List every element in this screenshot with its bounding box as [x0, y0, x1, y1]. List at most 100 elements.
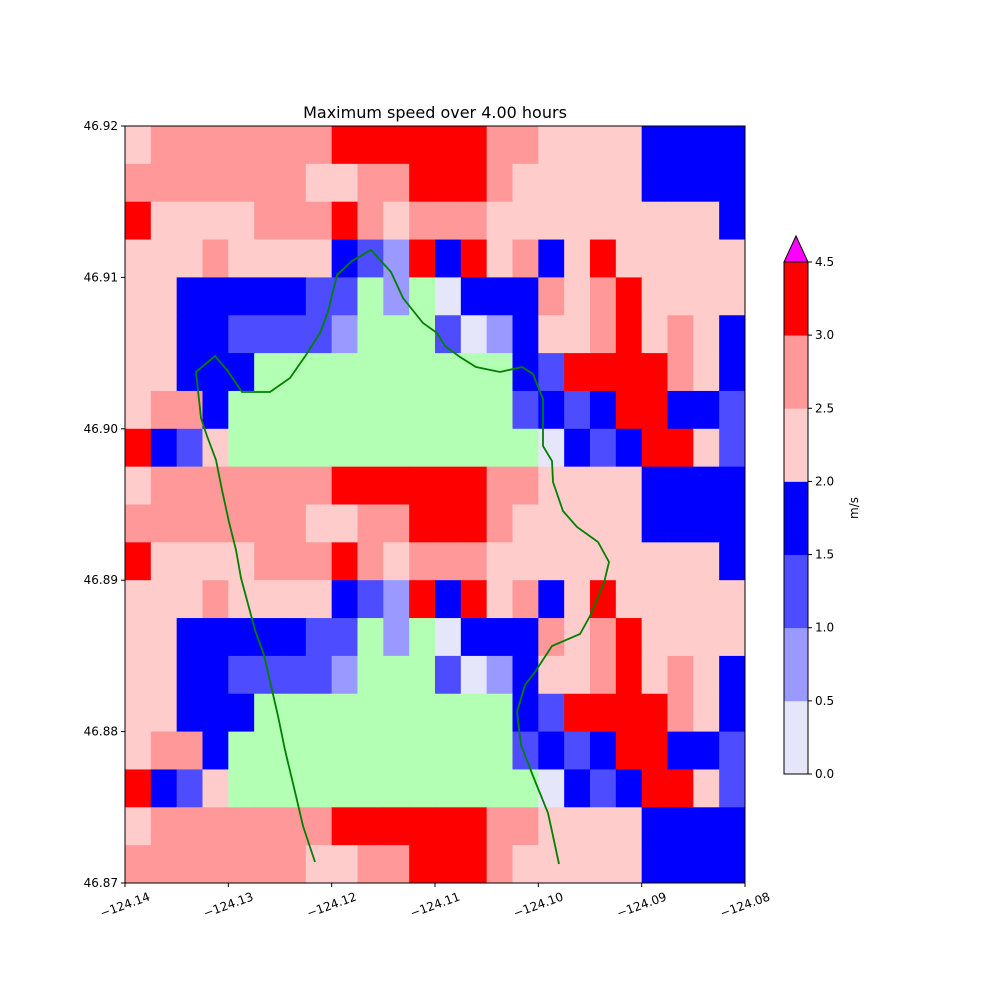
- heatmap-cell: [590, 466, 617, 505]
- heatmap-cell: [280, 390, 307, 430]
- heatmap-cell: [409, 390, 436, 430]
- heatmap-cell: [305, 504, 333, 543]
- heatmap-cell: [254, 428, 281, 468]
- heatmap-cell: [383, 201, 410, 241]
- heatmap-cell: [331, 428, 358, 468]
- heatmap-cell: [331, 315, 358, 354]
- colorbar-tick-label: 2.5: [815, 401, 834, 415]
- heatmap-cell: [512, 731, 539, 770]
- heatmap-cell: [693, 315, 720, 354]
- heatmap-cell: [409, 163, 436, 203]
- heatmap-cell: [590, 807, 617, 846]
- heatmap-cell: [641, 655, 668, 695]
- heatmap-cell: [331, 618, 358, 657]
- heatmap-cell: [615, 845, 643, 884]
- heatmap-cell: [667, 542, 694, 581]
- heatmap-cell: [125, 315, 152, 354]
- heatmap-cell: [150, 201, 178, 241]
- heatmap-cell: [615, 428, 643, 468]
- heatmap-cell: [435, 580, 462, 619]
- heatmap-cell: [486, 390, 513, 430]
- heatmap-cell: [667, 390, 694, 430]
- heatmap-cell: [719, 277, 746, 316]
- heatmap-cell: [383, 239, 410, 278]
- heatmap-cell: [564, 239, 591, 278]
- heatmap-cell: [512, 390, 539, 430]
- heatmap-cell: [305, 769, 333, 808]
- heatmap-cell: [280, 277, 307, 316]
- heatmap-cell: [228, 239, 255, 278]
- heatmap-cell: [435, 126, 462, 165]
- heatmap-cell: [305, 201, 333, 241]
- heatmap-cell: [228, 542, 255, 581]
- heatmap-cell: [564, 163, 591, 203]
- colorbar-band: [784, 262, 808, 336]
- heatmap-cell: [409, 466, 436, 505]
- heatmap-cell: [357, 693, 384, 733]
- heatmap-cell: [280, 618, 307, 657]
- heatmap-cell: [331, 353, 358, 392]
- heatmap-cell: [176, 655, 203, 695]
- heatmap-cell: [564, 845, 591, 884]
- heatmap-cell: [693, 693, 720, 733]
- heatmap-cell: [667, 466, 694, 505]
- heatmap-cell: [693, 769, 720, 808]
- heatmap-cell: [383, 769, 410, 808]
- heatmap-cell: [590, 542, 617, 581]
- heatmap-cell: [228, 466, 255, 505]
- heatmap-cell: [512, 126, 539, 165]
- heatmap-cell: [150, 315, 178, 354]
- heatmap-cell: [615, 807, 643, 846]
- heatmap-cell: [176, 277, 203, 316]
- heatmap-cell: [538, 845, 565, 884]
- heatmap-cell: [435, 466, 462, 505]
- heatmap-cell: [486, 126, 513, 165]
- heatmap-cell: [176, 731, 203, 770]
- heatmap-cell: [383, 807, 410, 846]
- heatmap-cell: [305, 618, 333, 657]
- heatmap-cell: [667, 769, 694, 808]
- heatmap-cell: [538, 163, 565, 203]
- heatmap-cell: [357, 466, 384, 505]
- heatmap-cell: [435, 542, 462, 581]
- heatmap-cell: [280, 201, 307, 241]
- heatmap-cell: [615, 731, 643, 770]
- heatmap-cell: [383, 504, 410, 543]
- heatmap-cell: [615, 163, 643, 203]
- heatmap-cell: [383, 618, 410, 657]
- heatmap-cell: [486, 580, 513, 619]
- heatmap-cell: [615, 353, 643, 392]
- heatmap-cell: [383, 428, 410, 468]
- heatmap-cell: [125, 201, 152, 241]
- heatmap-cell: [254, 315, 281, 354]
- colorbar-band: [784, 627, 808, 702]
- heatmap-cell: [176, 769, 203, 808]
- heatmap-cell: [176, 504, 203, 543]
- heatmap-cell: [538, 353, 565, 392]
- heatmap-cells: [125, 126, 746, 884]
- heatmap-cell: [615, 201, 643, 241]
- heatmap-cell: [486, 201, 513, 241]
- heatmap-cell: [202, 693, 229, 733]
- heatmap-cell: [486, 618, 513, 657]
- heatmap-cell: [331, 542, 358, 581]
- heatmap-cell: [357, 315, 384, 354]
- heatmap-cell: [719, 466, 746, 505]
- heatmap-cell: [254, 807, 281, 846]
- heatmap-cell: [486, 504, 513, 543]
- heatmap-cell: [357, 390, 384, 430]
- heatmap-cell: [615, 542, 643, 581]
- heatmap-cell: [460, 315, 488, 354]
- heatmap-cell: [512, 428, 539, 468]
- heatmap-cell: [719, 504, 746, 543]
- heatmap-cell: [150, 655, 178, 695]
- heatmap-cell: [202, 807, 229, 846]
- y-tick-label: 46.87: [84, 876, 118, 890]
- heatmap-cell: [305, 580, 333, 619]
- colorbar-label: m/s: [847, 497, 861, 519]
- heatmap-cell: [357, 769, 384, 808]
- heatmap-cell: [590, 277, 617, 316]
- y-tick-label: 46.89: [84, 573, 118, 587]
- x-tick-label: −124.09: [615, 890, 669, 921]
- heatmap-cell: [486, 277, 513, 316]
